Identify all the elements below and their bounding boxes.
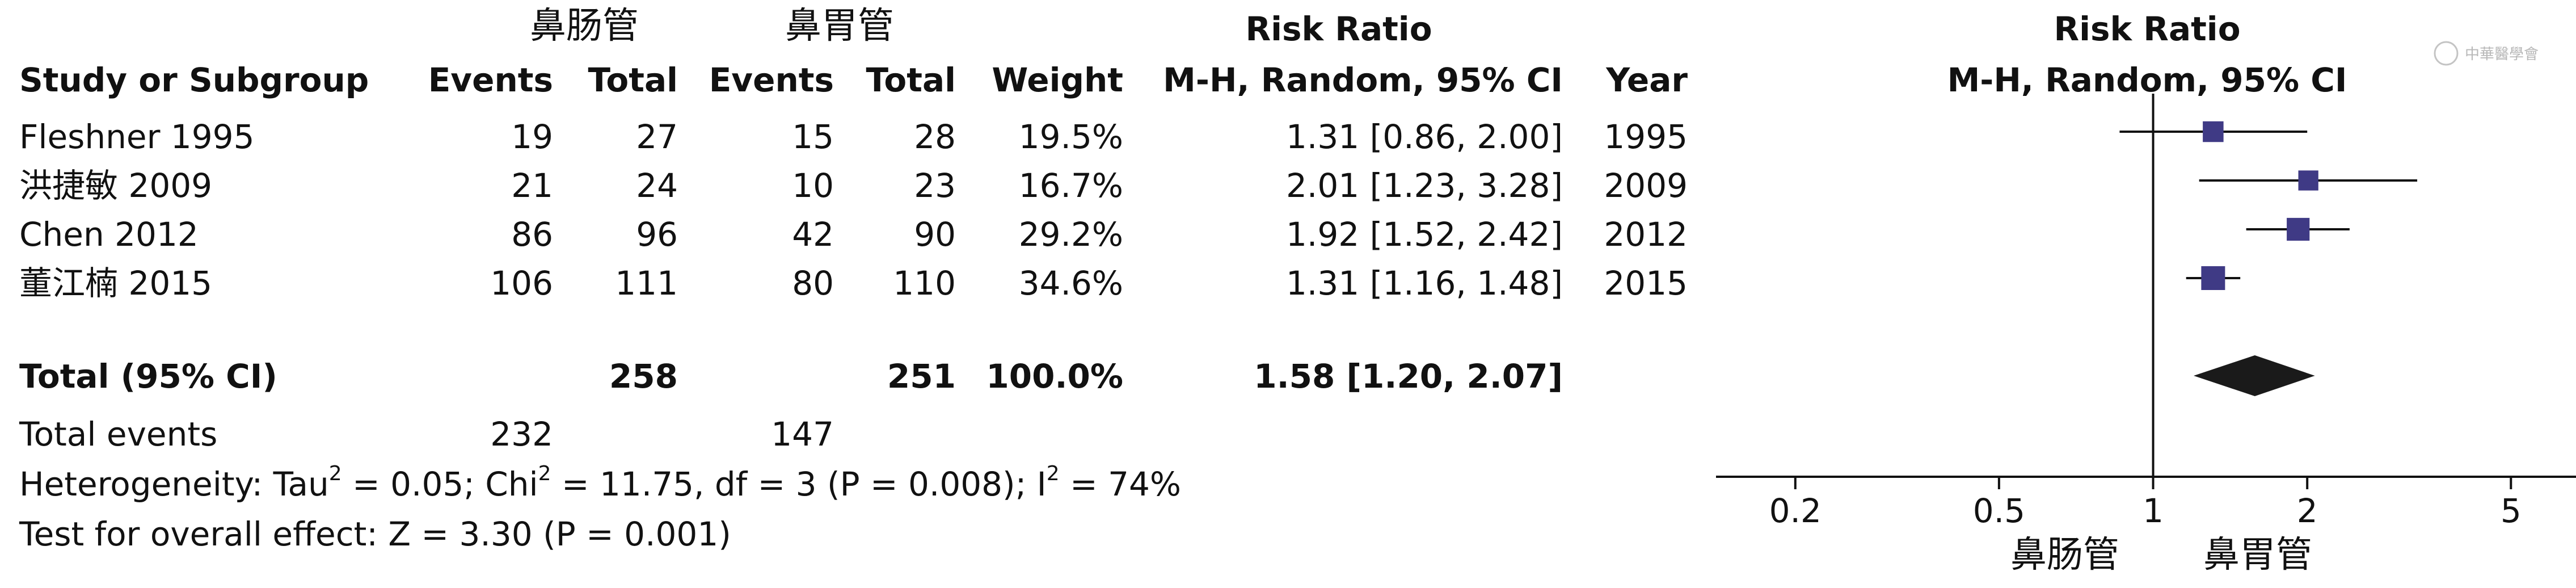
ci-value: 1.31 [0.86, 2.00] [1286, 117, 1563, 156]
year-value: 2012 [1604, 215, 1688, 254]
watermark-logo: 中華醫學會 [2434, 41, 2539, 66]
group1-header: 鼻肠管 [530, 5, 639, 47]
events2-value: 15 [792, 117, 834, 156]
total-ci: 1.58 [1.20, 2.07] [1254, 357, 1563, 396]
x-tick-label: 1 [2143, 492, 2164, 530]
study-point [2201, 266, 2225, 290]
total1-value: 111 [615, 264, 678, 303]
study-name: Chen 2012 [19, 215, 199, 254]
x-tick-label: 2 [2297, 492, 2318, 530]
plot-method-header: M-H, Random, 95% CI [1947, 61, 2347, 99]
group2-header: 鼻胃管 [785, 5, 894, 47]
x-tick-label: 0.2 [1769, 492, 1822, 530]
weight-value: 34.6% [1018, 264, 1123, 303]
weight-header: Weight [992, 61, 1123, 99]
study-name: 洪捷敏 2009 [19, 166, 213, 205]
favours-right-label: 鼻胃管 [2203, 534, 2312, 576]
total1-sum: 258 [609, 357, 678, 396]
year-value: 1995 [1604, 117, 1688, 156]
total2-value: 110 [893, 264, 956, 303]
events1-header: Events [428, 61, 553, 99]
total1-value: 27 [636, 117, 678, 156]
total-label: Total (95% CI) [19, 357, 277, 396]
total1-value: 96 [636, 215, 678, 254]
weight-value: 29.2% [1018, 215, 1123, 254]
study-point [2298, 170, 2318, 191]
events1-value: 19 [511, 117, 553, 156]
total2-header: Total [866, 61, 956, 99]
ci-value: 1.92 [1.52, 2.42] [1286, 215, 1563, 254]
total1-value: 24 [636, 166, 678, 205]
study-name: 董江楠 2015 [19, 264, 213, 303]
weight-value: 19.5% [1018, 117, 1123, 156]
total-events2: 147 [771, 415, 834, 453]
weight-value: 16.7% [1018, 166, 1123, 205]
events1-value: 106 [490, 264, 553, 303]
total2-value: 90 [914, 215, 956, 254]
study-point [2203, 121, 2224, 142]
year-header: Year [1606, 61, 1688, 99]
total2-sum: 251 [887, 357, 956, 396]
overall-diamond [2193, 355, 2315, 396]
ci-value: 1.31 [1.16, 1.48] [1286, 264, 1563, 303]
watermark-text: 中華醫學會 [2465, 46, 2539, 63]
favours-left-label: 鼻肠管 [2010, 534, 2119, 576]
events1-value: 86 [511, 215, 553, 254]
events2-value: 10 [792, 166, 834, 205]
total-events-label: Total events [19, 415, 218, 453]
study-point [2287, 217, 2310, 241]
risk-ratio-title: Risk Ratio [1245, 10, 1432, 48]
events1-value: 21 [511, 166, 553, 205]
total-weight: 100.0% [986, 357, 1123, 396]
study-name: Fleshner 1995 [19, 117, 255, 156]
plot-title: Risk Ratio [2054, 10, 2241, 48]
study-column-header: Study or Subgroup [19, 61, 369, 99]
events2-value: 80 [792, 264, 834, 303]
total2-value: 23 [914, 166, 956, 205]
watermark-seal-icon [2434, 41, 2459, 66]
overall-effect-text: Test for overall effect: Z = 3.30 (P = 0… [19, 515, 731, 553]
events2-header: Events [709, 61, 834, 99]
total2-value: 28 [914, 117, 956, 156]
total1-header: Total [588, 61, 678, 99]
method-header: M-H, Random, 95% CI [1163, 61, 1563, 99]
year-value: 2009 [1604, 166, 1688, 205]
year-value: 2015 [1604, 264, 1688, 303]
ci-value: 2.01 [1.23, 3.28] [1286, 166, 1563, 205]
events2-value: 42 [792, 215, 834, 254]
heterogeneity-text: Heterogeneity: Tau2 = 0.05; Chi2 = 11.75… [19, 462, 1182, 503]
x-tick-label: 5 [2501, 492, 2522, 530]
x-tick-label: 0.5 [1973, 492, 2025, 530]
total-events1: 232 [490, 415, 553, 453]
